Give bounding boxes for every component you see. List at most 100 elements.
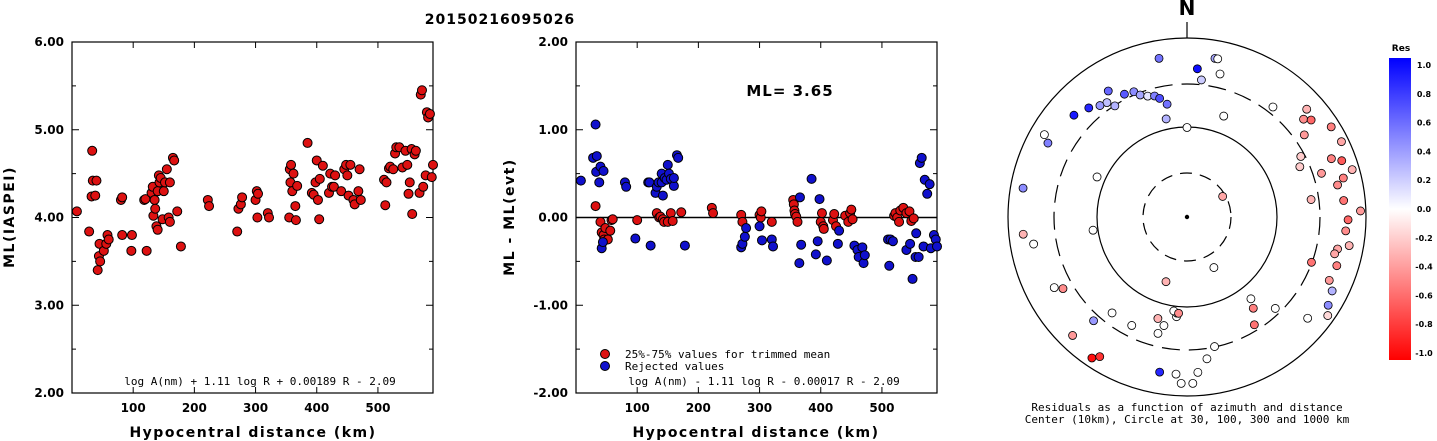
station-point [1218, 192, 1228, 201]
colorbar-tick-label: 0.6 [1417, 119, 1432, 128]
data-points [575, 119, 942, 284]
station-point [1249, 320, 1259, 330]
residual-vs-distance-chart: 100 200 300 400 500 -2.00 -1.00 0.00 1.00 2.00 ML… [502, 35, 942, 441]
north-label: N [1179, 0, 1196, 20]
data-point [657, 190, 668, 201]
y-tick-label: -2.00 [533, 386, 568, 400]
station-point [1338, 173, 1348, 183]
data-point [766, 216, 777, 227]
data-point [117, 230, 128, 241]
station-point [1347, 165, 1357, 175]
data-point [158, 186, 169, 197]
data-point [336, 186, 347, 197]
tick-marks [576, 41, 937, 394]
ml-value-annotation: ML= 3.65 [746, 82, 833, 100]
data-point [908, 213, 919, 224]
data-point [810, 249, 821, 260]
data-point [884, 260, 895, 271]
station-point [1323, 311, 1333, 320]
colorbar-tick-label: 0.8 [1417, 90, 1432, 99]
data-point [314, 173, 325, 184]
data-point [164, 216, 175, 227]
station-point [1110, 101, 1120, 111]
station-points [1018, 53, 1365, 388]
colorbar-tick-label: -0.6 [1415, 291, 1433, 300]
data-point [95, 256, 106, 267]
data-point [355, 194, 366, 205]
data-point [816, 208, 827, 219]
data-point [84, 226, 95, 237]
data-point [402, 159, 413, 170]
data-point [237, 192, 248, 203]
station-point [1069, 110, 1079, 120]
data-point [388, 164, 399, 175]
data-point [668, 173, 679, 184]
data-point [90, 190, 101, 201]
data-point [812, 236, 823, 247]
data-point [907, 273, 918, 284]
data-point [150, 203, 161, 214]
data-point [739, 231, 750, 242]
data-point [407, 208, 418, 219]
station-point [1248, 303, 1258, 313]
y-axis-label: ML(IASPEI) [2, 166, 18, 268]
data-point [164, 177, 175, 188]
data-point [149, 194, 160, 205]
y-tick-label: 1.00 [538, 123, 568, 137]
data-point [832, 238, 843, 249]
data-point [204, 201, 215, 212]
data-point [794, 258, 805, 269]
y-axis-label: ML - ML(evt) [502, 158, 518, 275]
residual-colorbar: Res 1.0 0.8 0.6 0.4 0.2 0.0 -0.2 -0.4 -0.6 -0.8 -1… [1389, 44, 1433, 360]
data-point [252, 212, 263, 223]
station-point [1344, 241, 1354, 250]
station-point [1039, 130, 1049, 140]
y-tick-label: -1.00 [533, 298, 568, 312]
station-point [1153, 328, 1163, 338]
y-tick-label: 2.00 [538, 35, 568, 49]
data-point [834, 225, 845, 236]
x-axis-label: Hypocentral distance (km) [632, 425, 879, 441]
data-point [290, 215, 301, 226]
data-point [887, 236, 898, 247]
colorbar-title: Res [1392, 44, 1410, 54]
data-point [598, 165, 609, 176]
station-point [1127, 321, 1137, 330]
data-point [92, 265, 103, 276]
data-point [591, 151, 602, 162]
y-tick-label: 5.00 [34, 123, 64, 137]
station-point [1210, 342, 1219, 351]
data-point [859, 250, 870, 261]
data-point [152, 224, 163, 235]
data-point [342, 170, 353, 181]
data-point [117, 192, 128, 203]
station-point [1087, 353, 1097, 363]
data-point [312, 194, 323, 205]
data-point [317, 160, 328, 171]
data-point [632, 215, 643, 226]
data-point [630, 233, 641, 244]
station-point [1337, 156, 1347, 166]
station-point [1176, 378, 1186, 388]
data-point [924, 179, 935, 190]
x-tick-label: 400 [304, 401, 329, 415]
data-point [645, 240, 656, 251]
station-point [1333, 180, 1342, 190]
data-point [756, 206, 767, 217]
colorbar-tick-label: 0.4 [1417, 147, 1432, 156]
data-point [796, 239, 807, 250]
station-point [1095, 352, 1105, 362]
colorbar-tick-label: 0.0 [1417, 205, 1432, 214]
data-point [829, 208, 840, 219]
formula-note: log A(nm) - 1.11 log R - 0.00017 R - 2.0… [628, 375, 900, 388]
station-point [1135, 90, 1145, 100]
station-point [1332, 261, 1342, 271]
station-point [1171, 369, 1181, 379]
x-tick-label: 100 [121, 401, 146, 415]
station-point [1018, 229, 1028, 239]
data-point [126, 245, 137, 256]
station-point [1043, 138, 1053, 148]
colorbar-scale [1389, 58, 1411, 360]
data-point [605, 225, 616, 236]
station-point [1154, 53, 1164, 63]
